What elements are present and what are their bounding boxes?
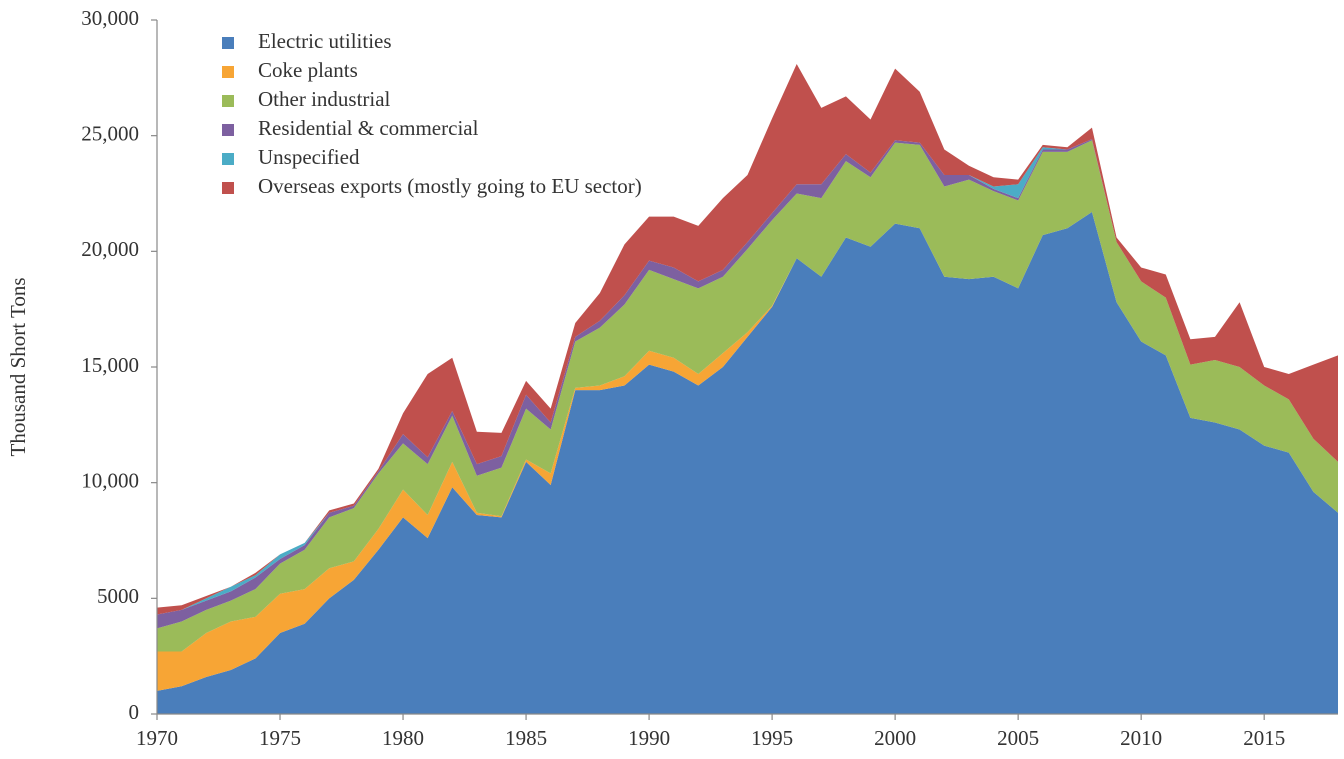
legend-label: Other industrial — [258, 87, 391, 111]
y-tick-label: 5000 — [97, 584, 139, 608]
x-tick-label: 2005 — [997, 726, 1039, 750]
x-tick-label: 1990 — [628, 726, 670, 750]
y-tick-label: 20,000 — [81, 237, 139, 261]
legend-label: Coke plants — [258, 58, 358, 82]
legend-swatch — [222, 95, 234, 107]
legend-label: Residential & commercial — [258, 116, 479, 140]
legend-label: Unspecified — [258, 145, 360, 169]
legend-swatch — [222, 182, 234, 194]
legend-label: Electric utilities — [258, 29, 392, 53]
legend-swatch — [222, 124, 234, 136]
x-tick-label: 2000 — [874, 726, 916, 750]
legend-label: Overseas exports (mostly going to EU sec… — [258, 174, 642, 198]
y-tick-label: 30,000 — [81, 6, 139, 30]
y-tick-label: 25,000 — [81, 121, 139, 145]
legend-swatch — [222, 66, 234, 78]
legend-swatch — [222, 37, 234, 49]
x-tick-label: 1985 — [505, 726, 547, 750]
y-tick-label: 0 — [129, 700, 140, 724]
y-tick-label: 15,000 — [81, 353, 139, 377]
x-tick-label: 2015 — [1243, 726, 1285, 750]
x-tick-label: 1995 — [751, 726, 793, 750]
y-axis-label: Thousand Short Tons — [6, 278, 30, 457]
y-tick-label: 10,000 — [81, 468, 139, 492]
area — [157, 212, 1338, 715]
x-tick-label: 2010 — [1120, 726, 1162, 750]
x-tick-label: 1975 — [259, 726, 301, 750]
x-tick-label: 1980 — [382, 726, 424, 750]
legend-swatch — [222, 153, 234, 165]
x-tick-label: 1970 — [136, 726, 178, 750]
